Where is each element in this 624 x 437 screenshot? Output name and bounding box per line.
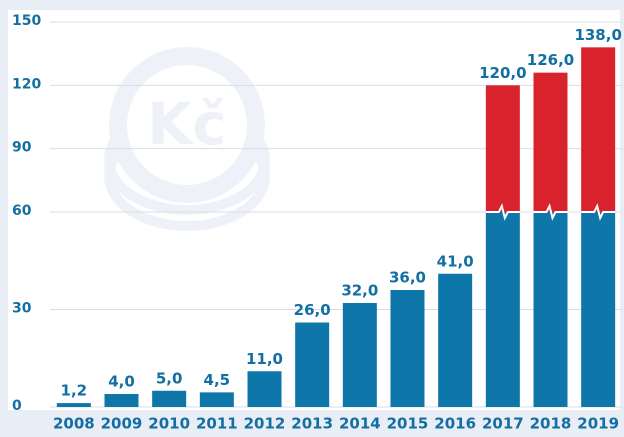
axis-break	[581, 203, 616, 221]
x-tick-label: 2013	[291, 415, 333, 433]
y-tick-label: 150	[12, 13, 41, 29]
value-label: 120,0	[479, 64, 526, 82]
bar	[533, 212, 568, 407]
x-tick-label: 2019	[577, 415, 619, 433]
x-tick-label: 2015	[387, 415, 429, 433]
value-label: 138,0	[574, 26, 621, 44]
axis-break	[533, 203, 568, 221]
x-tick-label: 2017	[482, 415, 524, 433]
bar	[247, 371, 282, 407]
bar-upper	[485, 85, 520, 212]
bar	[438, 273, 473, 407]
bar	[152, 390, 187, 407]
bar	[295, 322, 330, 407]
value-label: 4,0	[108, 373, 135, 391]
value-label: 26,0	[294, 301, 331, 319]
value-label: 36,0	[389, 269, 426, 287]
x-tick-label: 2011	[196, 415, 238, 433]
value-label: 5,0	[156, 369, 183, 387]
bar	[104, 394, 139, 407]
x-tick-label: 2010	[148, 415, 190, 433]
bar	[390, 290, 425, 407]
x-tick-label: 2012	[244, 415, 286, 433]
bar	[199, 392, 234, 407]
x-tick-label: 2016	[434, 415, 476, 433]
bar-upper	[533, 72, 568, 213]
watermark-text: Kč	[147, 90, 226, 158]
watermark: Kč	[104, 47, 270, 231]
value-label: 41,0	[437, 252, 474, 270]
bar	[342, 303, 377, 407]
axis-break	[485, 203, 520, 221]
bar	[485, 212, 520, 407]
x-tick-label: 2014	[339, 415, 381, 433]
value-label: 32,0	[341, 282, 378, 300]
value-label: 11,0	[246, 350, 283, 368]
bar-upper	[581, 47, 616, 213]
y-tick-label: 90	[12, 140, 32, 156]
value-label: 1,2	[61, 382, 88, 400]
y-tick-label: 0	[12, 398, 22, 414]
bar	[56, 403, 91, 407]
x-tick-label: 2018	[530, 415, 572, 433]
value-label: 126,0	[527, 51, 574, 69]
x-tick-label: 2009	[101, 415, 143, 433]
bar	[581, 212, 616, 407]
y-tick-label: 30	[12, 301, 32, 317]
value-label: 4,5	[204, 371, 231, 389]
x-tick-label: 2008	[53, 415, 95, 433]
y-tick-label: 120	[12, 76, 41, 92]
y-tick-label: 60	[12, 203, 32, 219]
